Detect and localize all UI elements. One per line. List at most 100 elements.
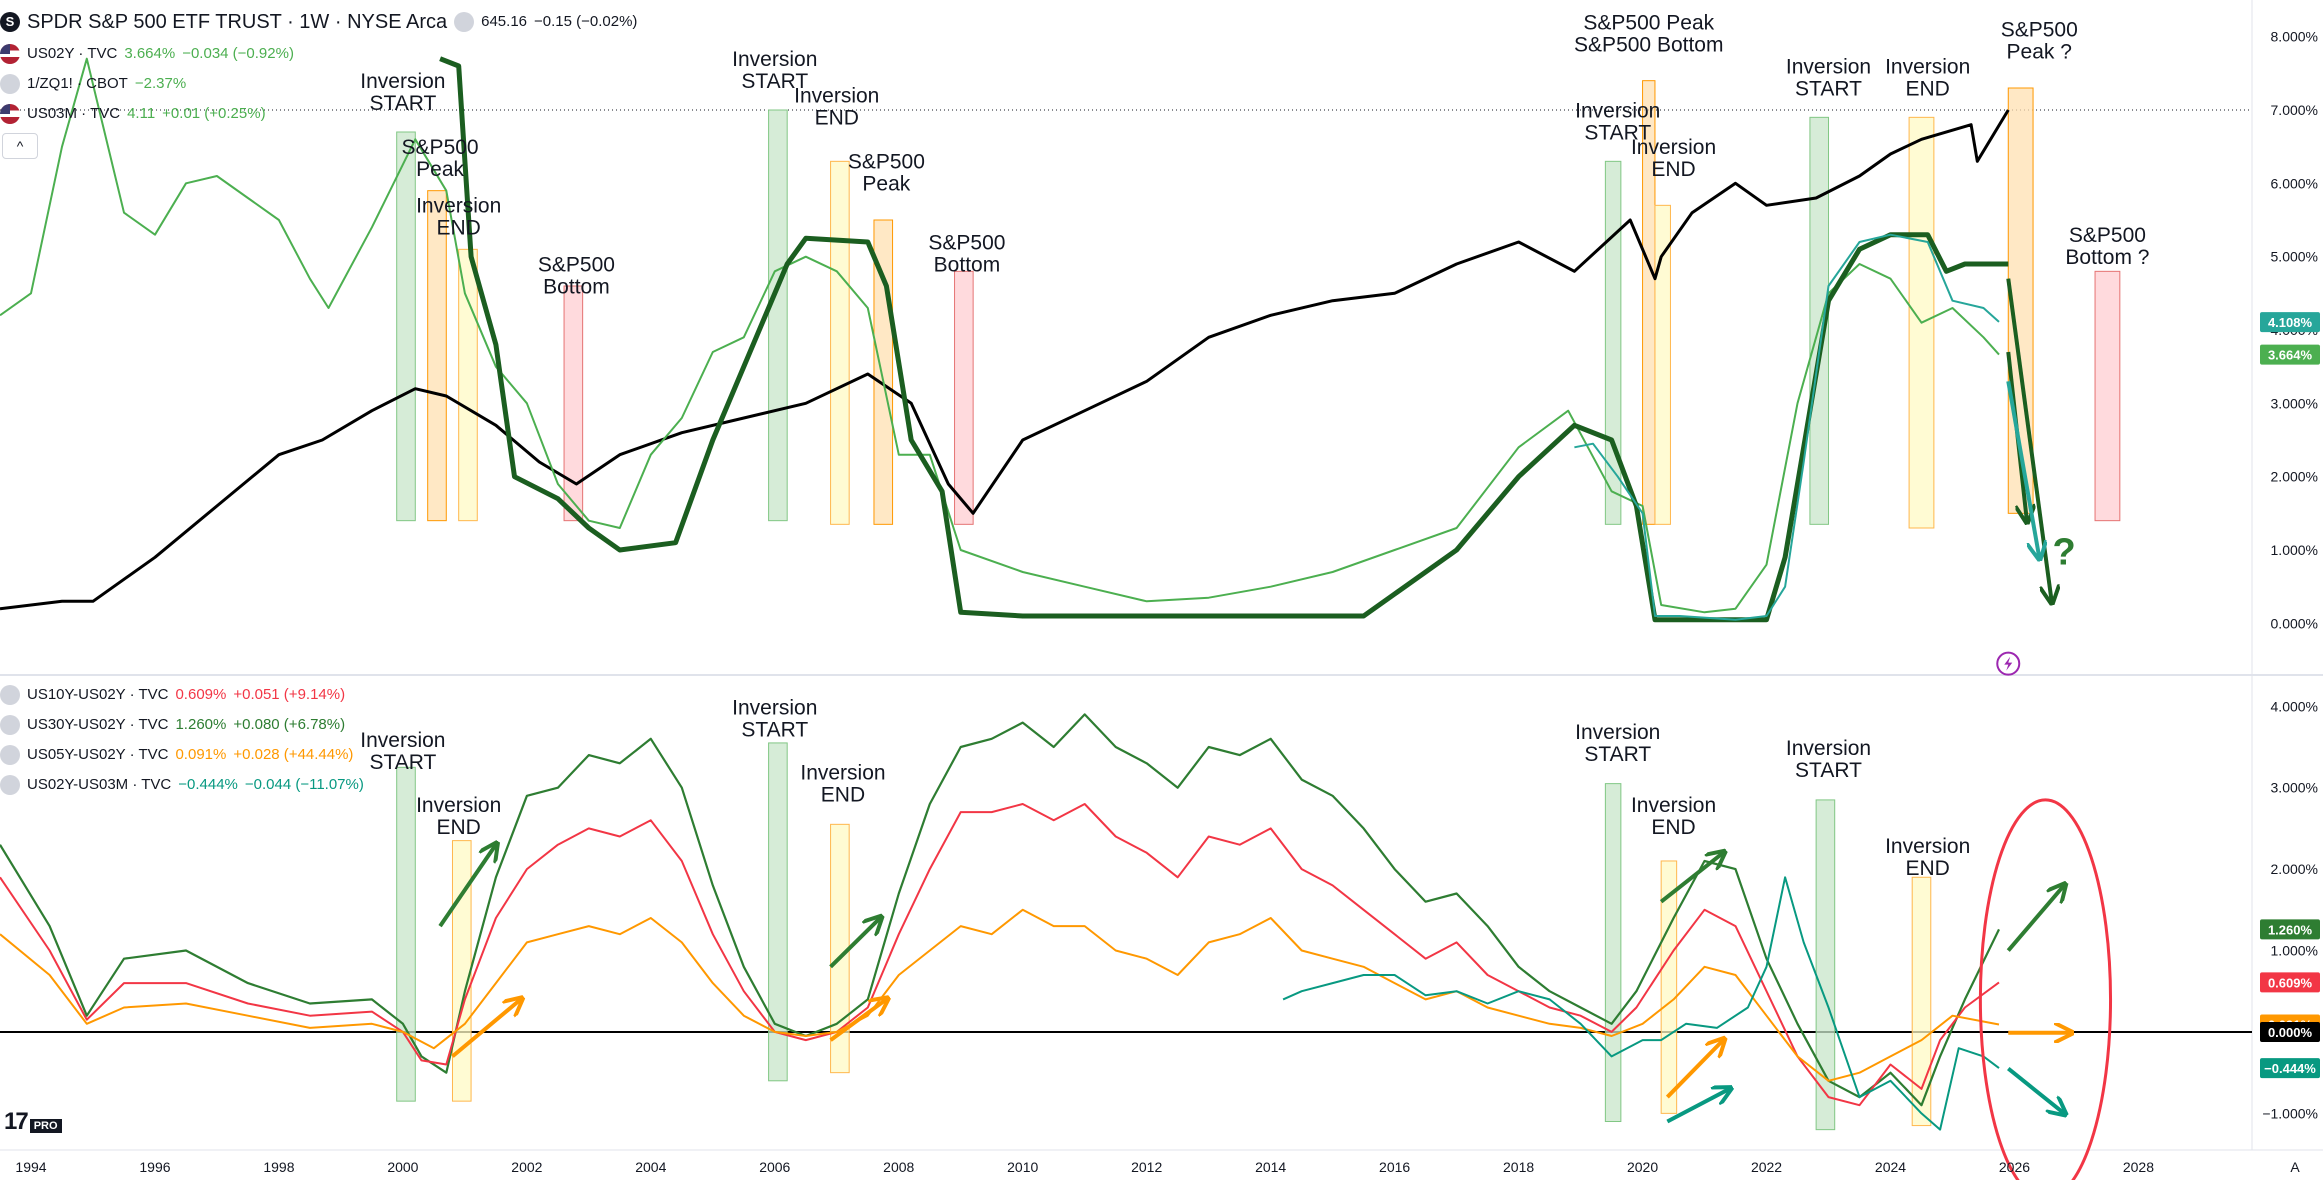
annotation-line: Inversion xyxy=(1885,55,1970,78)
annotation-line: Inversion xyxy=(1575,721,1660,744)
price-badge xyxy=(2260,1021,2320,1042)
legend-series-name: US02Y · TVC xyxy=(27,45,118,62)
annotation-line: END xyxy=(821,784,865,807)
series-line xyxy=(0,109,2010,611)
chart-annotation: Inversion START xyxy=(1786,737,1871,782)
legend-series-change: +0.051 (+9.14%) xyxy=(233,686,346,703)
symbol-title[interactable]: SPDR S&P 500 ETF TRUST · 1W · NYSE Arca xyxy=(27,11,448,33)
question-mark-annotation: ? xyxy=(2052,532,2075,574)
price-badge xyxy=(2260,919,2320,940)
annotation-line: S&P500 xyxy=(2069,224,2146,247)
series-line xyxy=(1282,876,2000,1131)
annotation-line: S&P500 xyxy=(538,253,615,276)
bottom-legend-item[interactable]: US02Y-US03M · TVC −0.444% −0.044 (−11.07%) xyxy=(0,770,364,800)
price-badge xyxy=(2260,972,2320,993)
tradingview-logo[interactable]: 17 PRO xyxy=(4,1108,62,1136)
trend-arrow xyxy=(2006,380,2039,557)
y-tick-label: 2.000% xyxy=(2271,861,2318,877)
x-tick-label: 1996 xyxy=(139,1159,170,1175)
lightning-icon xyxy=(1996,651,2021,676)
y-tick-label: 6.000% xyxy=(2271,175,2318,191)
top-legend-item[interactable]: 1/ZQ1! · CBOT −2.37% xyxy=(0,69,637,99)
legend-series-name: US10Y-US02Y · TVC xyxy=(27,686,169,703)
annotation-line: START xyxy=(1584,121,1651,144)
annotation-line: END xyxy=(437,816,481,839)
annotation-line: Inversion xyxy=(1786,55,1871,78)
legend-series-value: 1.260% xyxy=(175,716,227,733)
highlight-band-sp500-peak xyxy=(427,190,447,522)
annotation-line: Inversion xyxy=(794,85,879,108)
x-tick-label: 2006 xyxy=(759,1159,790,1175)
legend-series-change: −0.044 (−11.07%) xyxy=(244,776,364,793)
chart-annotation: Inversion END xyxy=(1885,835,1970,880)
highlight-band-inversion-start xyxy=(768,742,788,1082)
us-flag-icon xyxy=(0,104,20,124)
annotation-line: START xyxy=(1584,743,1651,766)
annotation-line: START xyxy=(369,751,436,774)
highlight-band-sp500-bottom xyxy=(954,270,974,525)
annotation-line: Inversion xyxy=(1575,99,1660,122)
annotation-line: START xyxy=(741,718,808,741)
chart-annotation: Inversion END xyxy=(800,762,885,807)
trend-arrow xyxy=(2006,885,2064,952)
highlight-band-inversion-start xyxy=(1809,116,1830,525)
x-tick-label: 2010 xyxy=(1007,1159,1038,1175)
highlight-band-inversion-start xyxy=(768,109,788,522)
annotation-line: START xyxy=(741,70,808,93)
spdr-logo-icon: S xyxy=(0,12,20,32)
x-tick-label: 2004 xyxy=(635,1159,666,1175)
y-tick-label: 7.000% xyxy=(2271,102,2318,118)
annotation-line: START xyxy=(369,92,436,115)
legend-series-value: −0.444% xyxy=(178,776,238,793)
price-badge xyxy=(2260,1058,2320,1079)
chevron-up-icon: ^ xyxy=(16,138,24,154)
highlight-band-inversion-end xyxy=(458,248,478,522)
top-legend-item[interactable]: US02Y · TVC 3.664% −0.034 (−0.92%) xyxy=(0,39,637,69)
chart-annotation: Inversion END xyxy=(1631,794,1716,839)
auto-scale-button[interactable]: A xyxy=(2290,1159,2300,1175)
collapse-legend-button[interactable]: ^ xyxy=(2,133,38,159)
series-dot-icon xyxy=(0,715,20,735)
highlight-band-inversion-start xyxy=(1815,799,1836,1131)
symbol-header[interactable]: S SPDR S&P 500 ETF TRUST · 1W · NYSE Arc… xyxy=(0,5,637,39)
highlight-band-sp500-bottom xyxy=(2094,270,2121,522)
series-dot-icon xyxy=(0,745,20,765)
chart-annotation: Inversion END xyxy=(416,794,501,839)
x-tick-label: 2014 xyxy=(1255,1159,1286,1175)
annotation-line: Bottom xyxy=(934,253,1001,276)
highlight-band-inversion-end xyxy=(1911,876,1932,1127)
chart-annotation: Inversion START xyxy=(1786,55,1871,100)
chart-annotation: Inversion START xyxy=(732,696,817,741)
highlight-band-inversion-start xyxy=(396,766,416,1102)
annotation-line: Inversion xyxy=(800,762,885,785)
chart-annotation: S&P500 Bottom xyxy=(538,253,615,298)
annotation-line: Peak xyxy=(416,158,464,181)
price-badge-label: 3.664% xyxy=(2268,348,2313,363)
y-tick-label: 4.000% xyxy=(2271,698,2318,714)
bottom-legend-item[interactable]: US30Y-US02Y · TVC 1.260% +0.080 (+6.78%) xyxy=(0,710,364,740)
highlight-band-inversion-end xyxy=(1654,204,1671,525)
symbol-change: −0.15 (−0.02%) xyxy=(534,13,638,30)
top-legend-item[interactable]: US03M · TVC 4.11 +0.01 (+0.25%) xyxy=(0,99,637,129)
bottom-legend-item[interactable]: US10Y-US02Y · TVC 0.609% +0.051 (+9.14%) xyxy=(0,680,364,710)
annotation-line: START xyxy=(1795,77,1862,100)
legend-series-value: 0.609% xyxy=(175,686,227,703)
trend-arrow xyxy=(1666,1089,1729,1124)
series-dot-icon xyxy=(0,775,20,795)
price-badge xyxy=(2260,344,2320,365)
annotation-line: Peak ? xyxy=(2007,41,2072,64)
annotation-line: Inversion xyxy=(1631,136,1716,159)
pro-badge: PRO xyxy=(29,1119,62,1133)
chart-annotation: S&P500 Bottom xyxy=(928,231,1005,276)
bottom-legend-item[interactable]: US05Y-US02Y · TVC 0.091% +0.028 (+44.44%) xyxy=(0,740,364,770)
annotation-line: END xyxy=(1651,158,1695,181)
x-tick-label: 2016 xyxy=(1379,1159,1410,1175)
highlight-band-inversion-end xyxy=(830,160,850,525)
annotation-line: Inversion xyxy=(1786,737,1871,760)
chart-annotation: S&P500 Peak xyxy=(402,136,479,181)
visibility-dot-icon[interactable] xyxy=(454,12,475,32)
y-tick-label: −1.000% xyxy=(2262,1105,2318,1121)
annotation-line: END xyxy=(1906,77,1950,100)
